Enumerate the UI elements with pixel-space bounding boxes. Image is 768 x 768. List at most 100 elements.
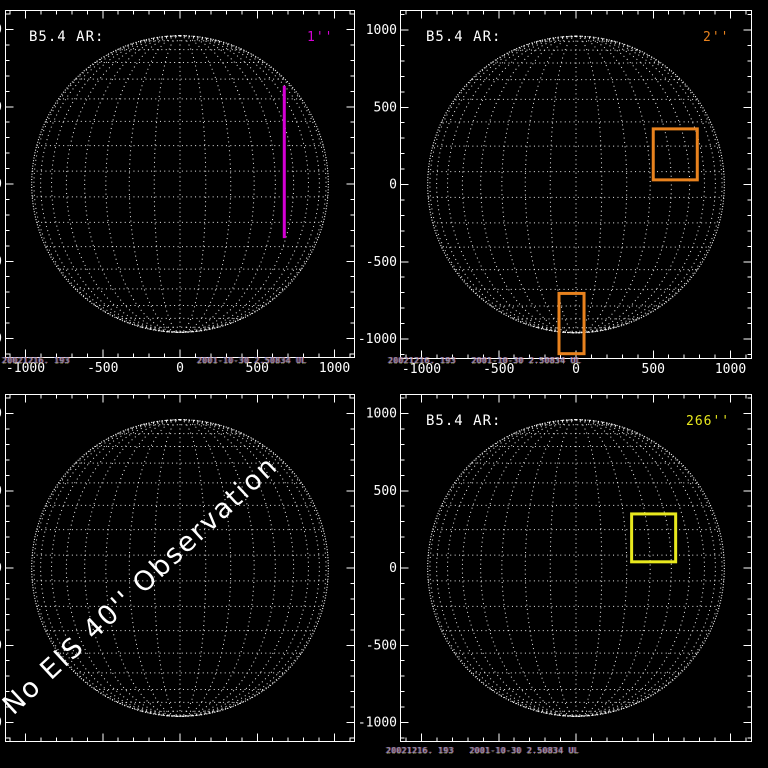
y-tick-label: 0 [389,561,397,576]
y-tick-label: -500 [366,255,397,270]
graticule-meridian [65,35,181,333]
x-tick-label: -1000 [402,362,441,377]
x-tick-label: -1000 [6,361,45,376]
graticule-meridian [461,35,577,334]
graticule-meridian [84,35,181,333]
graticule-meridian [179,419,295,717]
graticule-meridian [179,419,207,717]
x-tick-label: -500 [87,361,118,376]
timestamp-noise: 20021216. 193 2001-10-30 2.50834 UL [386,746,580,755]
graticule-meridian [436,35,577,334]
graticule-meridian [575,419,723,717]
graticule-meridian [179,35,327,333]
y-tick-label: 0 [389,178,397,193]
graticule-meridian [84,419,181,717]
graticule-meridian [575,35,723,334]
graticule-meridian [436,419,577,717]
y-tick-label: -1000 [358,332,397,347]
graticule-meridian [447,419,577,717]
graticule-meridian [575,35,705,334]
graticule-meridian [480,419,577,717]
graticule-meridian [447,35,577,334]
graticule-meridian [179,35,255,333]
y-tick-label: 1000 [0,23,2,38]
graticule-meridian [40,35,181,333]
graticule-meridian [179,419,276,717]
graticule-meridian [575,419,691,717]
panel1-title: B5.4 AR: [29,29,105,45]
raster-fov-rect [557,291,586,356]
graticule-meridian [105,35,181,333]
y-tick-label: 500 [0,484,2,499]
graticule-meridian [153,419,181,717]
y-tick-label: -1000 [358,716,397,731]
graticule-meridian [179,35,320,333]
graticule-meridian [153,35,181,333]
x-tick-label: 0 [572,362,580,377]
graticule-meridian [575,35,651,334]
graticule-meridian [575,419,705,717]
y-tick-label: 1000 [0,407,2,422]
raster-fov-rect [630,512,678,564]
graticule-meridian [575,419,651,717]
graticule-meridian [575,35,603,334]
x-tick-label: -500 [483,362,514,377]
y-tick-label: 500 [374,100,397,115]
sun-limb [31,35,329,333]
y-tick-label: -1000 [0,716,2,731]
y-tick-label: 1000 [366,407,397,422]
graticule-meridian [549,419,577,717]
raster-fov-rect [651,127,699,182]
graticule-meridian [51,35,181,333]
panel4-slit-label: 266'' [686,414,731,429]
panel2-title: B5.4 AR: [426,29,502,45]
y-tick-label: -500 [0,254,2,269]
panel2-slit-label: 2'' [703,30,730,45]
graticule-meridian [549,35,577,334]
graticule-meridian [575,35,716,334]
sun-limb [427,419,725,717]
graticule-meridian [480,35,577,334]
graticule-meridian [575,419,603,717]
graticule-meridian [65,419,181,717]
y-tick-label: 1000 [366,23,397,38]
graticule-meridian [575,419,672,717]
x-tick-label: 500 [246,361,269,376]
graticule-meridian [575,35,691,334]
y-tick-label: -500 [366,638,397,653]
x-tick-label: 500 [642,362,665,377]
y-tick-label: -1000 [0,332,2,347]
y-tick-label: 500 [0,100,2,115]
y-tick-label: 500 [374,484,397,499]
y-tick-label: -500 [0,638,2,653]
timestamp-noise: 20021216. 193 [2,356,70,365]
sun-limb [427,35,725,334]
graticule-meridian [429,35,577,334]
timestamp-noise: 2001-10-30 2.50834 UL [197,356,307,365]
panel4-title: B5.4 AR: [426,413,502,429]
y-tick-label: 0 [0,177,2,192]
x-tick-label: 1000 [715,362,746,377]
x-tick-label: 0 [176,361,184,376]
sun-limb [31,419,329,717]
graticule-meridian [179,35,276,333]
graticule-meridian [40,419,181,717]
graticule-meridian [429,419,577,717]
graticule-meridian [179,35,207,333]
y-tick-label: 0 [0,561,2,576]
panel1-slit-label: 1'' [307,30,334,45]
graticule-meridian [575,35,672,334]
graticule-meridian [179,419,320,717]
graticule-meridian [501,35,577,334]
graticule-meridian [461,419,577,717]
graticule-meridian [33,35,181,333]
graticule-meridian [501,419,577,717]
timestamp-noise: 20021216. 193 2001-10-30 2.50834 UL [388,356,582,365]
graticule-meridian [179,419,309,717]
graticule-meridian [179,35,295,333]
graticule-meridian [575,419,716,717]
x-tick-label: 1000 [319,361,350,376]
graticule-meridian [51,419,181,717]
